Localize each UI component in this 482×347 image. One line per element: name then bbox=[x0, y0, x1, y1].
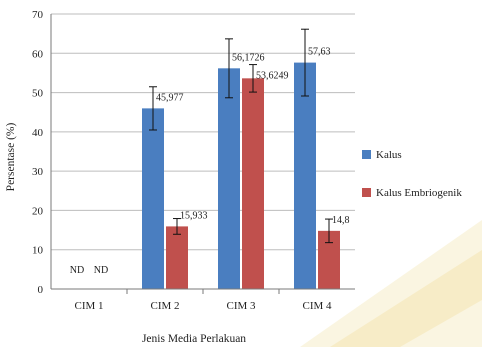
y-tick-label: 0 bbox=[38, 284, 44, 296]
y-tick-label: 10 bbox=[32, 245, 44, 257]
x-tick-label: CIM 4 bbox=[302, 300, 332, 312]
bar bbox=[166, 226, 188, 289]
bar bbox=[242, 78, 264, 289]
x-tick-label: CIM 3 bbox=[226, 300, 256, 312]
data-label: 14,8 bbox=[332, 215, 350, 226]
legend-swatch bbox=[362, 188, 371, 197]
y-tick-label: 40 bbox=[32, 127, 44, 139]
x-tick-label: CIM 1 bbox=[74, 300, 103, 312]
bar bbox=[294, 62, 316, 289]
data-labels: ND ND 45,977 15,933 56,1726 53,6249 57,63 14,8 bbox=[70, 47, 350, 276]
legend: Kalus Kalus Embriogenik bbox=[362, 149, 462, 199]
no-data-label: ND bbox=[94, 265, 108, 276]
legend-label: Kalus bbox=[376, 149, 402, 161]
y-axis-title: Persentase (%) bbox=[5, 123, 17, 192]
bar bbox=[218, 68, 240, 289]
data-label: 15,933 bbox=[180, 210, 208, 221]
bar bbox=[318, 230, 340, 289]
y-tick-label: 20 bbox=[32, 205, 44, 217]
y-tick-label: 70 bbox=[32, 9, 44, 21]
x-tick-label: CIM 2 bbox=[150, 300, 179, 312]
axes: 0 10 20 30 40 50 60 70 CIM 1 CIM 2 CIM 3 CIM 4 bbox=[32, 9, 355, 312]
legend-swatch bbox=[362, 150, 371, 159]
watermark-shape bbox=[300, 220, 482, 347]
data-label: 57,63 bbox=[308, 47, 331, 58]
data-label: 53,6249 bbox=[256, 70, 289, 81]
bar bbox=[142, 108, 164, 289]
data-label: 45,977 bbox=[156, 92, 184, 103]
y-tick-label: 60 bbox=[32, 48, 44, 60]
y-tick-label: 50 bbox=[32, 88, 44, 100]
data-label: 56,1726 bbox=[232, 52, 265, 63]
bars bbox=[142, 62, 340, 289]
no-data-label: ND bbox=[70, 265, 84, 276]
error-bars bbox=[149, 28, 333, 244]
legend-label: Kalus Embriogenik bbox=[376, 187, 462, 199]
y-tick-label: 30 bbox=[32, 166, 44, 178]
x-axis-title: Jenis Media Perlakuan bbox=[142, 333, 246, 345]
